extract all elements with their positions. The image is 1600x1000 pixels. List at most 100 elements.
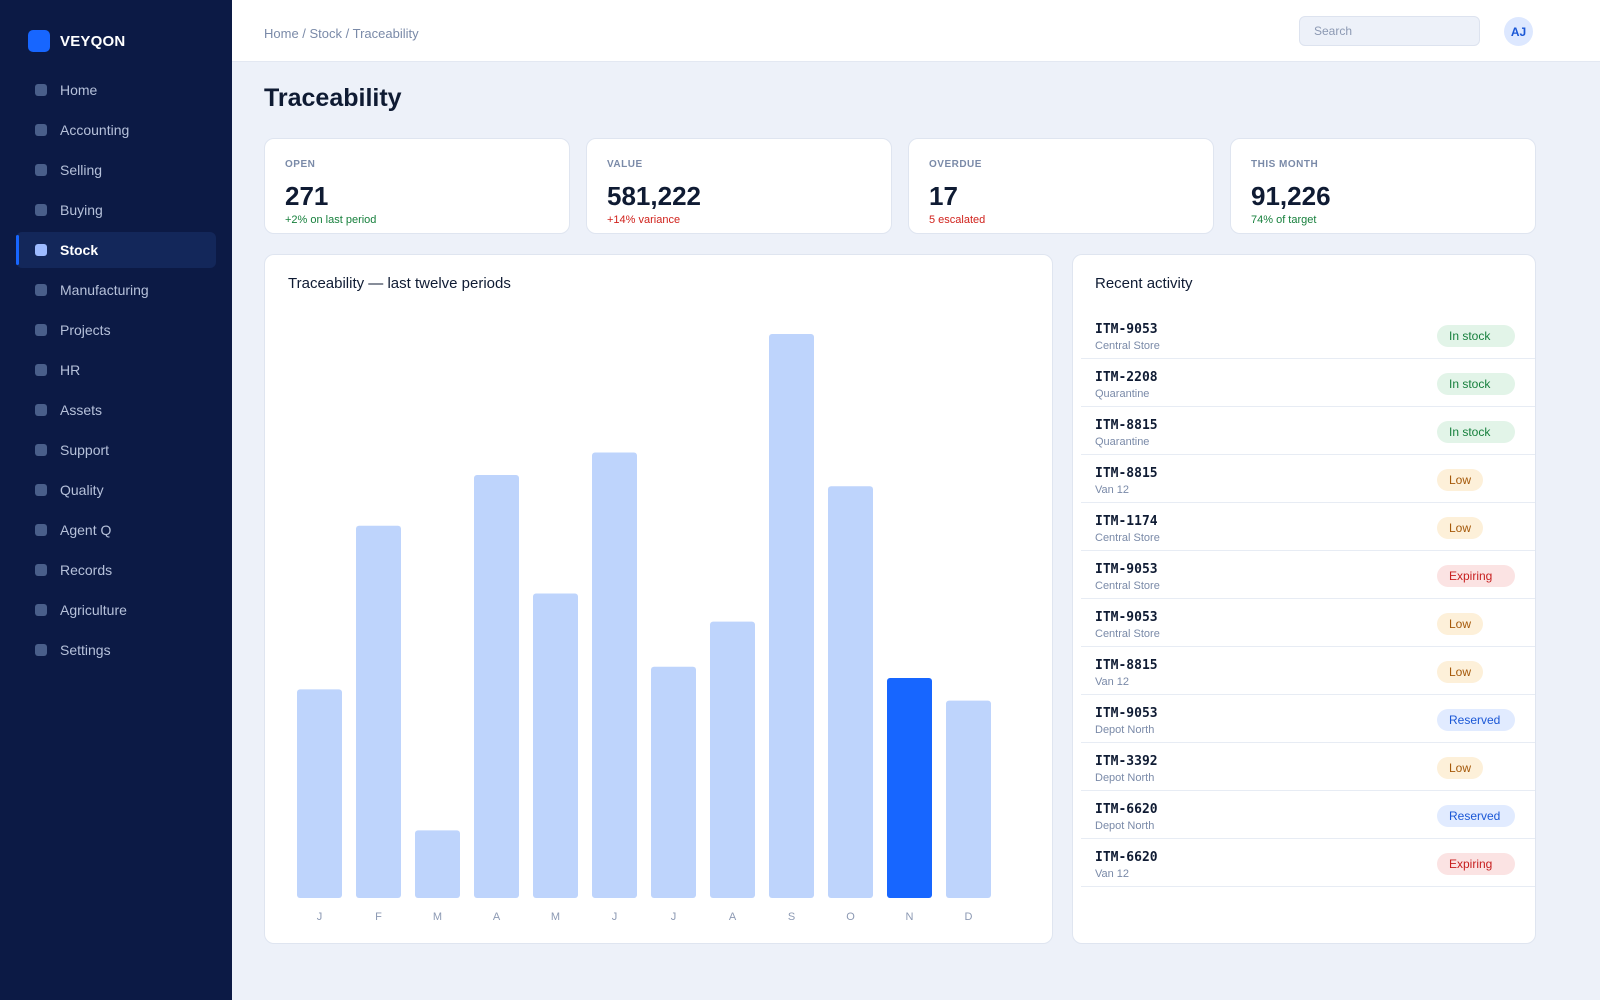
sidebar-item-buying[interactable]: Buying	[16, 192, 216, 228]
item-id: ITM-6620	[1095, 802, 1158, 817]
projects-icon	[35, 324, 47, 336]
sidebar-item-label: Records	[60, 562, 113, 578]
sidebar-item-stock[interactable]: Stock	[16, 232, 216, 268]
item-location: Central Store	[1095, 532, 1160, 544]
item-id: ITM-6620	[1095, 850, 1158, 865]
bar-2[interactable]	[415, 830, 460, 898]
item-id: ITM-9053	[1095, 610, 1158, 625]
status-badge: In stock	[1437, 325, 1515, 347]
status-badge: Low	[1437, 469, 1484, 491]
item-id: ITM-8815	[1095, 418, 1158, 433]
item-id: ITM-3392	[1095, 754, 1158, 769]
status-badge: Reserved	[1437, 709, 1515, 731]
kpi-card-overdue: OVERDUE 17 5 escalated	[908, 138, 1214, 234]
activity-row[interactable]: ITM-9053 Central Store Low	[1081, 599, 1535, 647]
sidebar-item-hr[interactable]: HR	[16, 352, 216, 388]
sidebar-item-assets[interactable]: Assets	[16, 392, 216, 428]
activity-row[interactable]: ITM-9053 Central Store In stock	[1081, 311, 1535, 359]
item-location: Van 12	[1095, 676, 1130, 688]
sidebar-item-records[interactable]: Records	[16, 552, 216, 588]
status-badge: Expiring	[1437, 853, 1515, 875]
sidebar-item-home[interactable]: Home	[16, 72, 216, 108]
sidebar-item-selling[interactable]: Selling	[16, 152, 216, 188]
bar-6[interactable]	[651, 666, 696, 898]
activity-title: Recent activity	[1095, 275, 1193, 292]
item-location: Depot North	[1095, 724, 1155, 736]
sidebar: VEYQON Home Accounting Selling Buying St…	[0, 0, 232, 1000]
activity-row[interactable]: ITM-8815 Van 12 Low	[1081, 455, 1535, 503]
kpi-label: OVERDUE	[929, 159, 982, 170]
sidebar-item-label: Selling	[60, 162, 103, 178]
bar-9[interactable]	[828, 486, 873, 898]
sidebar-item-label: Agriculture	[60, 602, 127, 618]
x-tick-label: M	[433, 911, 442, 923]
buying-icon	[35, 204, 47, 216]
bar-4[interactable]	[533, 593, 578, 898]
bar-1[interactable]	[356, 525, 401, 898]
activity-list: ITM-9053 Central Store In stock ITM-2208 Qua…	[1073, 311, 1535, 887]
sidebar-item-label: Agent Q	[60, 522, 112, 538]
top-header: Home / Stock / Traceability AJ	[232, 0, 1600, 62]
settings-icon	[35, 644, 47, 656]
sidebar-item-manufacturing[interactable]: Manufacturing	[16, 272, 216, 308]
activity-row[interactable]: ITM-9053 Depot North Reserved	[1081, 695, 1535, 743]
activity-row[interactable]: ITM-6620 Van 12 Expiring	[1081, 839, 1535, 887]
sidebar-item-label: Manufacturing	[60, 282, 149, 298]
sidebar-item-label: Home	[60, 82, 98, 98]
bar-0[interactable]	[297, 689, 342, 898]
item-id: ITM-9053	[1095, 562, 1158, 577]
x-tick-label: S	[788, 911, 795, 923]
bar-10[interactable]	[887, 678, 932, 898]
x-tick-label: A	[729, 911, 737, 923]
accounting-icon	[35, 124, 47, 136]
sidebar-item-settings[interactable]: Settings	[16, 632, 216, 668]
activity-row[interactable]: ITM-1174 Central Store Low	[1081, 503, 1535, 551]
kpi-card-open: OPEN 271 +2% on last period	[264, 138, 570, 234]
kpi-sub: +2% on last period	[285, 214, 377, 226]
chart-card: Traceability — last twelve periods J F M A M…	[264, 254, 1053, 944]
activity-row[interactable]: ITM-8815 Quarantine In stock	[1081, 407, 1535, 455]
stock-icon	[35, 244, 47, 256]
activity-row[interactable]: ITM-3392 Depot North Low	[1081, 743, 1535, 791]
item-location: Central Store	[1095, 340, 1160, 352]
avatar[interactable]: AJ	[1504, 17, 1533, 46]
bar-3[interactable]	[474, 475, 519, 898]
bar-5[interactable]	[592, 452, 637, 898]
kpi-label: VALUE	[607, 159, 643, 170]
status-badge: In stock	[1437, 373, 1515, 395]
sidebar-item-label: Projects	[60, 322, 111, 338]
kpi-value: 271	[285, 181, 329, 211]
status-badge: Low	[1437, 517, 1484, 539]
activity-row[interactable]: ITM-2208 Quarantine In stock	[1081, 359, 1535, 407]
bar-8[interactable]	[769, 334, 814, 898]
sidebar-item-agriculture[interactable]: Agriculture	[16, 592, 216, 628]
status-badge: In stock	[1437, 421, 1515, 443]
x-tick-label: J	[317, 911, 323, 923]
sidebar-item-accounting[interactable]: Accounting	[16, 112, 216, 148]
sidebar-item-support[interactable]: Support	[16, 432, 216, 468]
activity-row[interactable]: ITM-6620 Depot North Reserved	[1081, 791, 1535, 839]
bar-11[interactable]	[946, 700, 991, 898]
sidebar-item-projects[interactable]: Projects	[16, 312, 216, 348]
activity-row[interactable]: ITM-8815 Van 12 Low	[1081, 647, 1535, 695]
breadcrumb[interactable]: Home / Stock / Traceability	[264, 26, 419, 41]
item-location: Depot North	[1095, 772, 1155, 784]
sidebar-item-label: Stock	[60, 242, 99, 258]
activity-card: Recent activity ITM-9053 Central Store In …	[1072, 254, 1536, 944]
kpi-label: THIS MONTH	[1251, 159, 1319, 170]
sidebar-nav: Home Accounting Selling Buying Stock Man…	[16, 72, 216, 672]
sidebar-item-quality[interactable]: Quality	[16, 472, 216, 508]
sidebar-item-agent-q[interactable]: Agent Q	[16, 512, 216, 548]
hr-icon	[35, 364, 47, 376]
item-id: ITM-9053	[1095, 706, 1158, 721]
manufacturing-icon	[35, 284, 47, 296]
item-location: Van 12	[1095, 868, 1130, 880]
activity-row[interactable]: ITM-9053 Central Store Expiring	[1081, 551, 1535, 599]
search-input[interactable]	[1299, 16, 1480, 46]
kpi-value: 581,222	[607, 181, 701, 211]
brand-logo-icon	[28, 30, 50, 52]
bar-7[interactable]	[710, 621, 755, 898]
brand[interactable]: VEYQON	[28, 30, 125, 52]
item-id: ITM-8815	[1095, 658, 1158, 673]
